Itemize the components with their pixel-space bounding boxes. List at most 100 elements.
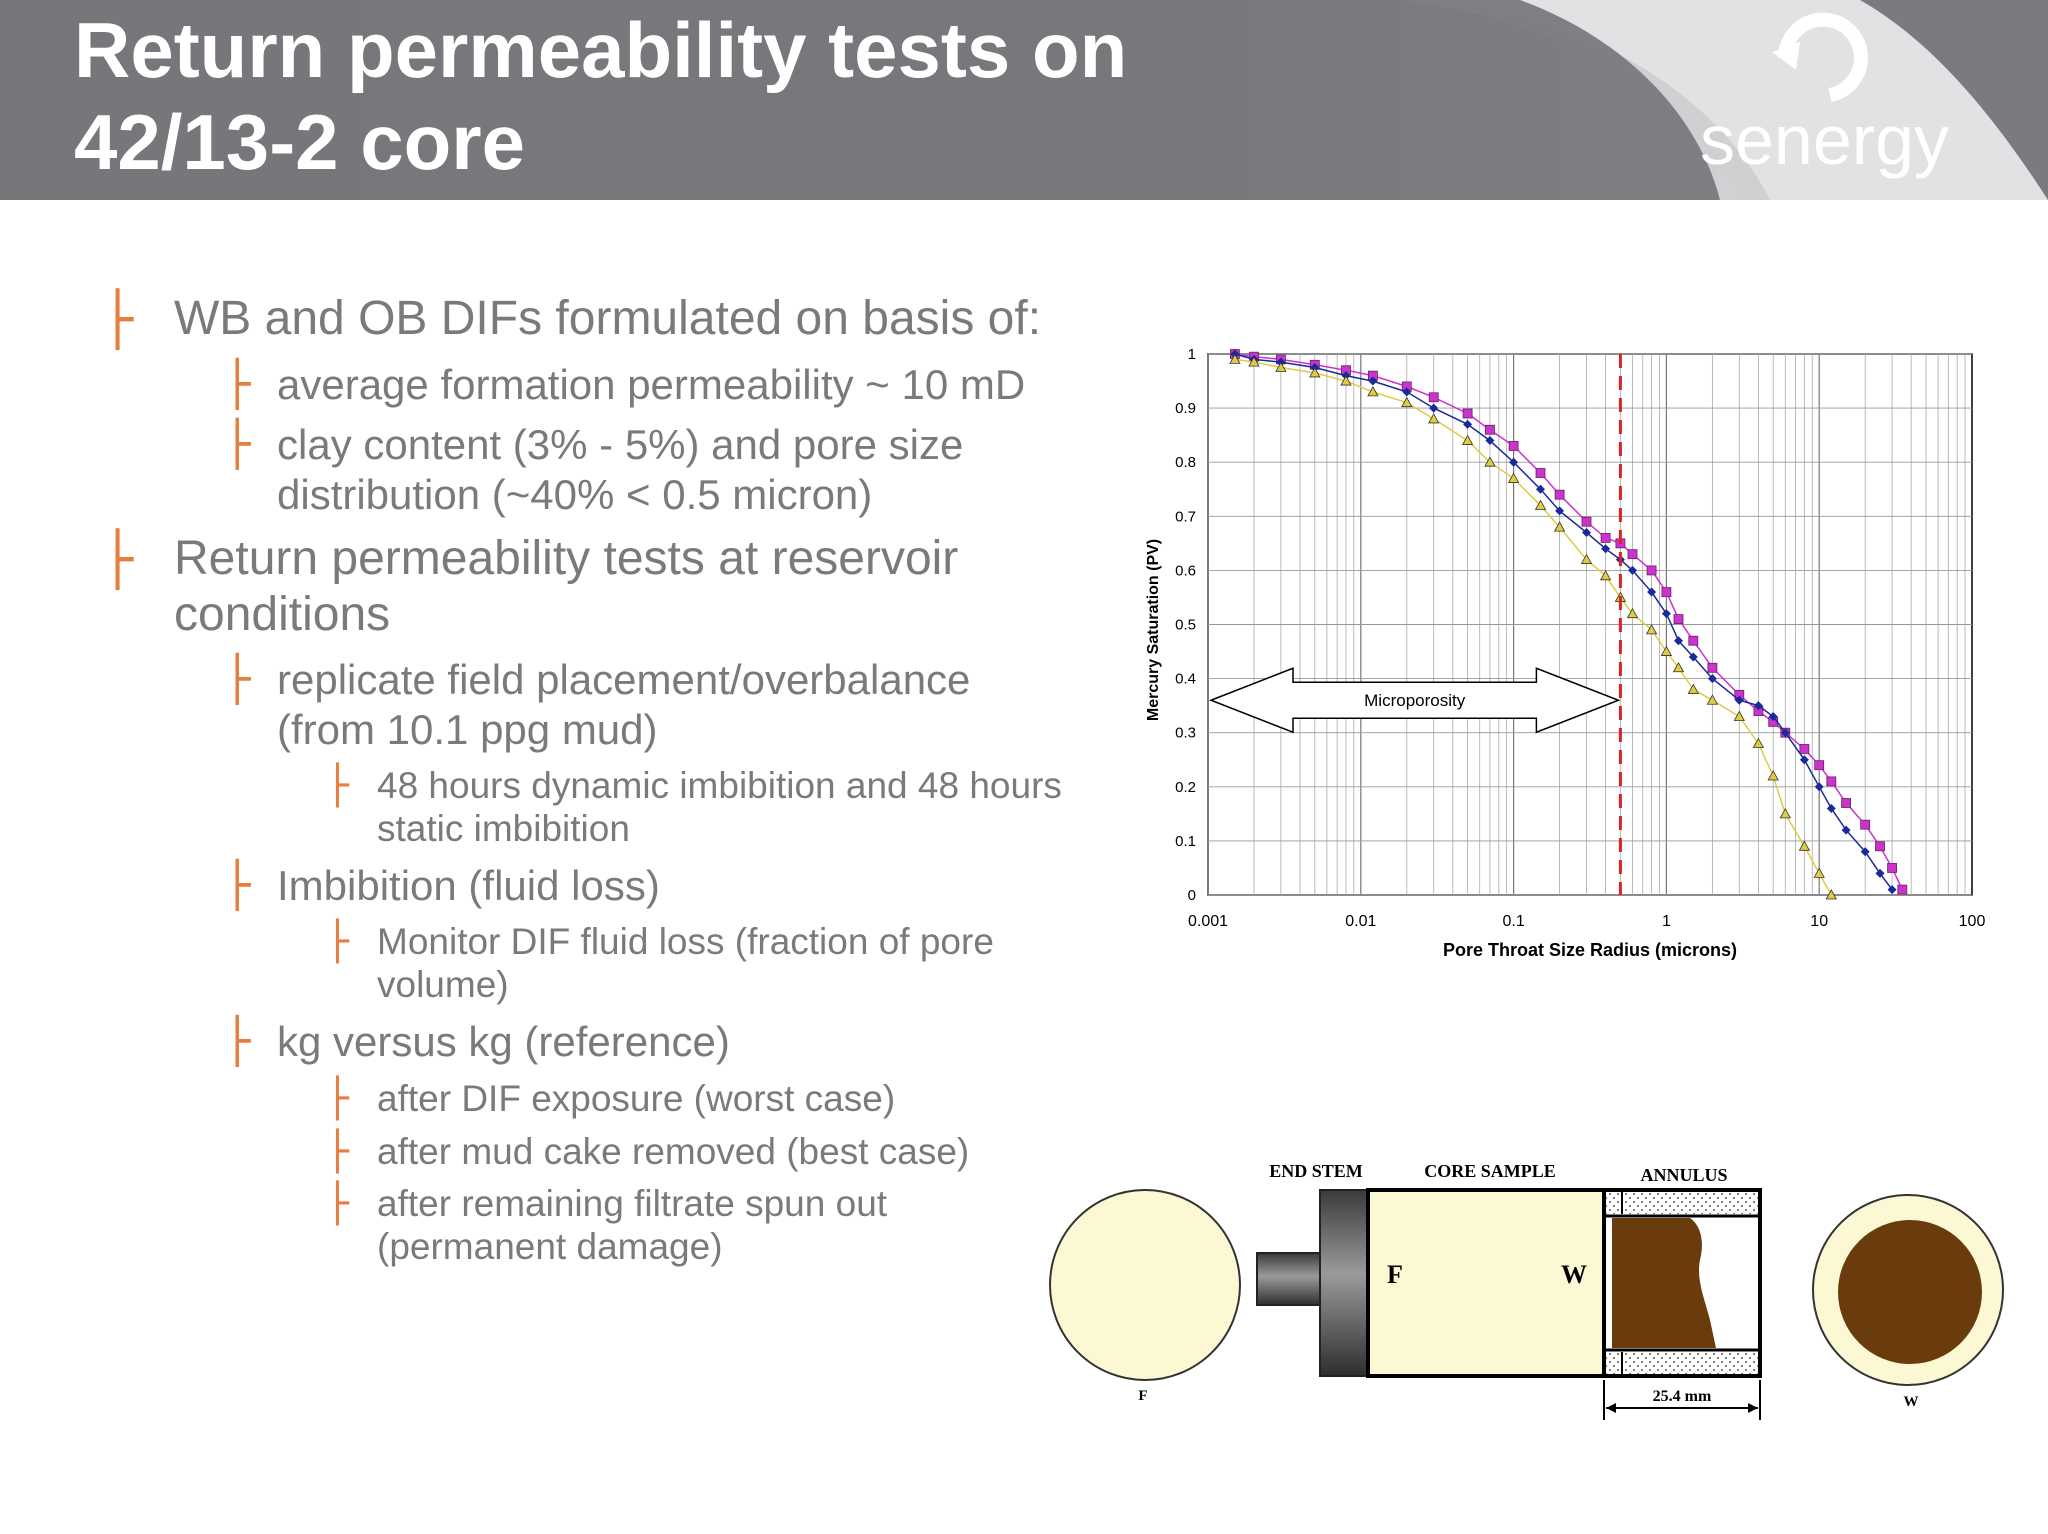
data-point bbox=[1733, 710, 1745, 721]
data-point bbox=[1230, 349, 1240, 359]
bullet-marker-icon: ├ bbox=[224, 654, 251, 705]
data-point bbox=[1310, 363, 1320, 373]
data-point bbox=[1825, 889, 1837, 900]
data-point bbox=[1707, 674, 1717, 684]
data-point bbox=[1706, 694, 1719, 705]
data-point bbox=[1554, 489, 1565, 500]
data-point bbox=[1826, 776, 1837, 787]
data-point bbox=[1599, 569, 1612, 581]
y-tick-label: 0.6 bbox=[1175, 562, 1196, 579]
f-face-label: F bbox=[1387, 1260, 1403, 1289]
end-stem bbox=[1319, 1189, 1371, 1377]
x-tick-label: 10 bbox=[1810, 913, 1828, 930]
bullet-text: 48 hours dynamic imbibition and 48 hours bbox=[377, 765, 1062, 806]
bullet-marker-icon: ├ bbox=[102, 530, 134, 590]
mud-cake bbox=[1612, 1218, 1716, 1348]
bullet-item: 48 hours dynamic imbibition and 48 hours… bbox=[377, 764, 1062, 850]
data-point bbox=[1673, 636, 1683, 646]
bullet-item: WB and OB DIFs formulated on basis of: bbox=[174, 291, 1041, 347]
plot-area bbox=[1207, 353, 1973, 896]
bullet-item: Return permeability tests at reservoir c… bbox=[174, 531, 958, 643]
microporosity-label: Microporosity bbox=[1364, 691, 1466, 710]
bullet-item: after DIF exposure (worst case) bbox=[377, 1077, 895, 1120]
page-title-line-2: 42/13-2 core bbox=[74, 98, 525, 186]
bullet-marker-icon: ├ bbox=[224, 860, 251, 911]
bullet-text: WB and OB DIFs formulated on basis of: bbox=[174, 292, 1042, 345]
w-face-mud bbox=[1838, 1220, 1982, 1364]
data-point bbox=[1734, 689, 1745, 700]
data-point bbox=[1428, 413, 1440, 424]
logo-wordmark: senergy bbox=[1700, 101, 1950, 179]
bullet-text: clay content (3% - 5%) and pore size bbox=[277, 421, 964, 468]
bullet-item: kg versus kg (reference) bbox=[277, 1017, 730, 1067]
end-stem-label: END STEM bbox=[1269, 1161, 1363, 1181]
data-point bbox=[1582, 528, 1592, 538]
bullet-item: Imbibition (fluid loss) bbox=[277, 861, 660, 911]
bullet-item: after mud cake removed (best case) bbox=[377, 1130, 969, 1173]
series-line bbox=[1234, 353, 1893, 891]
data-point bbox=[1647, 587, 1657, 597]
y-tick-label: 0 bbox=[1188, 887, 1196, 904]
series-triangle bbox=[1229, 353, 1837, 900]
data-point bbox=[1462, 408, 1473, 419]
data-point bbox=[1753, 701, 1763, 711]
data-point bbox=[1687, 683, 1699, 694]
series-diamond bbox=[1230, 349, 1897, 895]
data-point bbox=[1661, 609, 1671, 619]
y-tick-label: 0.7 bbox=[1175, 508, 1196, 525]
y-tick-label: 0.8 bbox=[1175, 454, 1196, 471]
data-point bbox=[1340, 375, 1352, 386]
bullet-marker-icon: ├ bbox=[326, 1129, 349, 1173]
data-point bbox=[1367, 370, 1378, 381]
data-point bbox=[1309, 367, 1321, 378]
data-point bbox=[1688, 652, 1698, 662]
bullet-item: after remaining filtrate spun out (perma… bbox=[377, 1182, 887, 1268]
annulus-top-band bbox=[1606, 1192, 1758, 1214]
data-point bbox=[1646, 565, 1657, 576]
data-point bbox=[1309, 359, 1320, 370]
x-tick-label: 1 bbox=[1662, 913, 1671, 930]
data-point bbox=[1798, 840, 1811, 851]
data-point bbox=[1645, 624, 1658, 635]
data-point bbox=[1600, 533, 1611, 543]
bullet-marker-icon: ├ bbox=[224, 1016, 251, 1067]
data-point bbox=[1429, 403, 1439, 413]
data-point bbox=[1780, 727, 1791, 738]
f-circle-label: F bbox=[1138, 1388, 1147, 1404]
data-point bbox=[1673, 614, 1684, 624]
data-point bbox=[1887, 885, 1897, 895]
data-point bbox=[1402, 387, 1412, 397]
data-point bbox=[1768, 716, 1779, 727]
data-point bbox=[1615, 555, 1625, 565]
bullet-text: replicate field placement/overbalance bbox=[277, 656, 971, 703]
bullet-item: average formation permeability ~ 10 mD bbox=[277, 360, 1025, 410]
data-point bbox=[1601, 544, 1611, 554]
data-point bbox=[1661, 587, 1672, 597]
bullet-text: after DIF exposure (worst case) bbox=[377, 1078, 896, 1119]
data-point bbox=[1229, 353, 1241, 364]
x-axis-label: Pore Throat Size Radius (microns) bbox=[1443, 940, 1737, 960]
header-background bbox=[0, 0, 2048, 200]
data-point bbox=[1734, 695, 1744, 705]
data-point bbox=[1555, 506, 1565, 516]
data-point bbox=[1535, 468, 1546, 478]
data-point bbox=[1875, 841, 1885, 852]
data-point bbox=[1628, 565, 1638, 575]
chart-ticks: 0.001 0.01 0.1 1 10 100 0 0.1 0.2 0.3 0.4 0.5 0.6 0.7… bbox=[1175, 346, 1985, 930]
data-point bbox=[1508, 441, 1519, 451]
data-point bbox=[1249, 354, 1259, 364]
bullet-text: volume) bbox=[377, 964, 509, 1005]
data-point bbox=[1615, 538, 1626, 549]
series-line bbox=[1234, 358, 1832, 896]
series-square bbox=[1230, 349, 1908, 895]
data-point bbox=[1672, 661, 1685, 673]
data-point bbox=[1860, 847, 1870, 857]
w-circle-label: W bbox=[1904, 1394, 1919, 1410]
stem-rod bbox=[1256, 1252, 1328, 1306]
data-point bbox=[1660, 645, 1673, 656]
data-point bbox=[1753, 706, 1764, 716]
x-tick-label: 0.01 bbox=[1345, 913, 1376, 930]
core-sample-label: CORE SAMPLE bbox=[1424, 1161, 1556, 1181]
bullet-text: distribution (~40% < 0.5 micron) bbox=[277, 471, 873, 518]
bullet-text: kg versus kg (reference) bbox=[277, 1018, 730, 1065]
